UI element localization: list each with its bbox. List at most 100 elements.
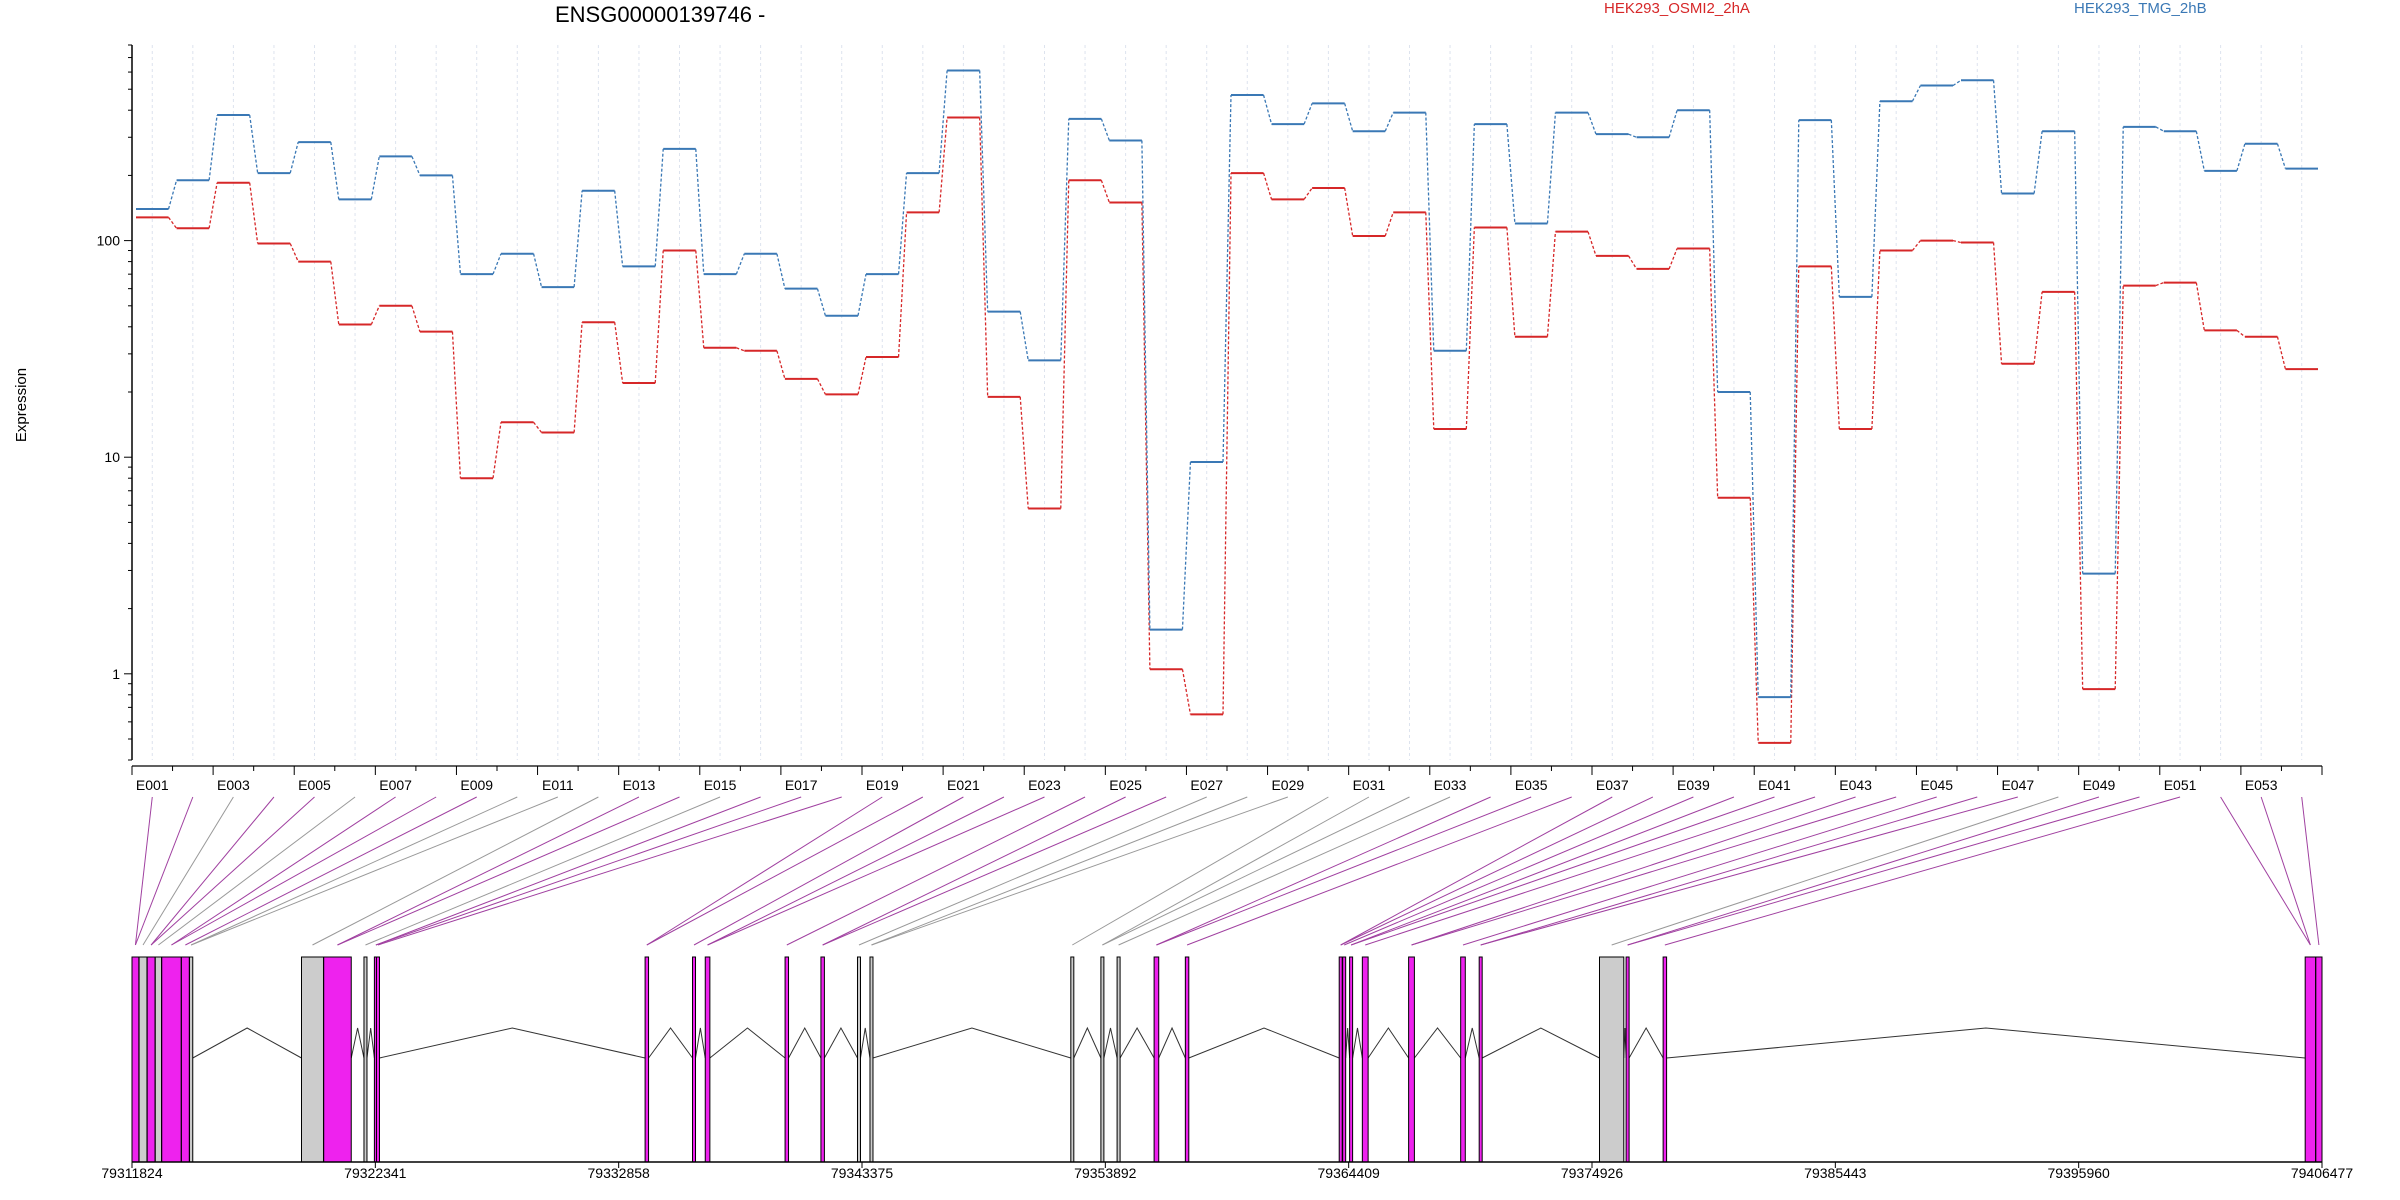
series-link [573,322,583,433]
exon-connector [822,796,1167,946]
exon-block [1184,956,1190,1163]
exon-block [375,956,380,1163]
x-tick-label: E049 [2083,777,2116,793]
exon-block [1342,956,1347,1163]
series-link [167,180,178,210]
genomic-tick-label: 79395960 [2048,1165,2111,1181]
x-tick-label: E021 [947,777,980,793]
intron [1628,1026,1664,1059]
intron [379,1027,646,1059]
x-tick-label: E023 [1028,777,1061,793]
exon-block [1153,956,1160,1163]
series-link [330,141,340,200]
exon-connector [646,796,924,946]
series-HEK293_TMG_2hB [136,69,2318,699]
series-link [1344,187,1354,237]
x-tick-label: E005 [298,777,331,793]
series-link [1911,240,1921,251]
y-tick-label: 100 [97,233,121,249]
series-link [1790,120,1800,698]
series-link [1871,101,1881,297]
exon-block [692,956,697,1163]
exon-block [1349,956,1354,1163]
exon-block [146,956,156,1163]
series-link [1100,180,1110,203]
series-link [1749,497,1759,743]
series-link [2155,126,2165,132]
exon-block [189,956,194,1163]
series-link [1384,112,1394,132]
series-link [1506,227,1516,337]
series-link [2195,282,2205,331]
series-link [2114,285,2124,690]
series-link [1992,80,2003,194]
legend-label-osmi2: HEK293_OSMI2_2hA [1604,0,1750,17]
exon-connector [693,796,964,946]
series-link [1222,173,1232,715]
exon-connector [858,796,1207,946]
exon-connector [158,796,356,946]
genomic-tick-label: 79385443 [1804,1165,1867,1181]
series-link [857,356,867,395]
exon-block [1070,956,1075,1163]
y-tick-label: 10 [104,449,120,465]
exon-connector [1627,796,2100,946]
series-link [1587,231,1597,257]
series-link [249,114,259,174]
series-link [1506,124,1516,224]
exon-connector [375,796,802,946]
genomic-tick-label: 79353892 [1074,1165,1137,1181]
series-link [1303,187,1313,200]
exon-connector [150,796,275,946]
exon-connector [707,796,1045,946]
exon-block [1478,956,1483,1163]
x-tick-label: E013 [623,777,656,793]
genomic-tick-label: 79332858 [588,1165,651,1181]
exon-connector [1411,796,1897,946]
exon-connector [1480,796,2018,946]
series-link [1992,242,2003,364]
series-link [2236,329,2246,338]
series-link [1141,202,1151,670]
x-tick-label: E003 [217,777,250,793]
exon-connector [1350,796,1775,946]
exon-block [301,956,324,1163]
exon-block [1338,956,1343,1163]
exon-block [820,956,825,1163]
series-link [654,250,664,384]
series-link [1952,79,1962,87]
series-link [1060,118,1070,361]
exon-block [1662,956,1668,1163]
exon-connector [171,796,396,946]
x-tick-label: E011 [542,777,574,793]
exon-connectors [134,796,2320,946]
series-link [816,378,827,395]
exon-connector [646,796,883,946]
series-link [1546,112,1557,224]
series-link [1344,103,1354,132]
intron [1464,1027,1480,1059]
exon-connector [822,796,1126,946]
exon-block [2315,956,2323,1163]
exon-connector [1102,796,1410,946]
exon-connector [1350,796,1735,946]
exon-connector [1343,796,1694,946]
series-link [938,70,948,174]
x-tick-label: E019 [866,777,899,793]
series-link [451,331,462,479]
series-link [330,261,340,325]
y-axis-label: Expression [13,368,30,442]
intron [1119,1026,1155,1059]
series-link [289,141,299,174]
series-link [289,243,299,262]
exon-block [180,956,190,1163]
series-link [1222,95,1232,463]
series-link [1465,124,1475,351]
series-link [979,117,989,397]
series-link [1181,669,1192,715]
x-tick-label: E041 [1758,777,1791,793]
genomic-tick-label: 79343375 [831,1165,894,1181]
exon-connector [312,796,599,946]
intron [859,1027,871,1059]
